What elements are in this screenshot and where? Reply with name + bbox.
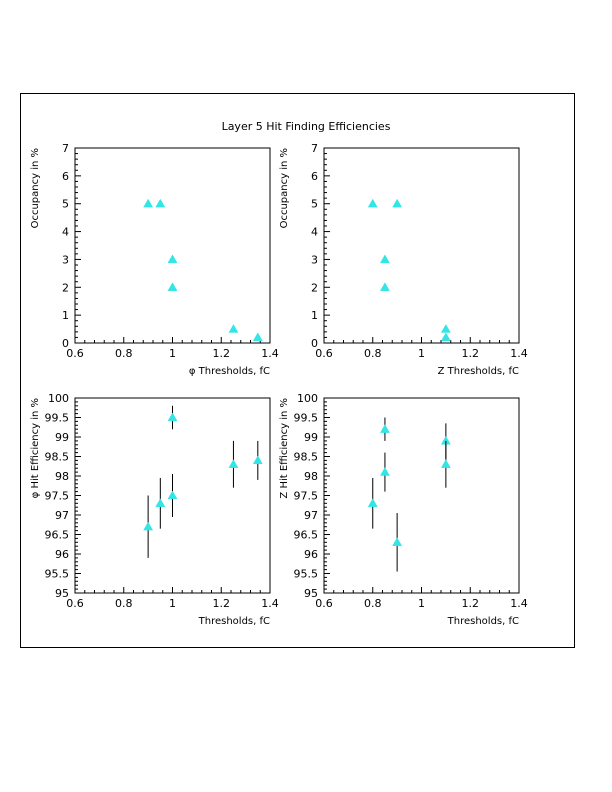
data-point	[143, 198, 154, 208]
y-tick-label: 5	[311, 198, 318, 211]
y-tick-label: 99.5	[45, 412, 70, 425]
y-axis-label: Z Hit Efficiency in %	[279, 398, 290, 499]
data-point	[392, 198, 403, 208]
data-point	[367, 198, 378, 208]
x-axis-label: Thresholds, fC	[447, 616, 519, 627]
y-tick-label: 6	[62, 170, 69, 183]
plot-2: 0.6 0.8 1 1.2 1.4 0 1 2 3 4 5 6 7 Z Thresholds, fC Occ…	[279, 142, 528, 377]
y-tick-label: 96	[55, 548, 69, 561]
y-tick-label: 0	[311, 337, 318, 350]
data-point	[380, 282, 390, 291]
data-point	[167, 282, 178, 291]
x-tick-label: 1.2	[462, 347, 480, 360]
plot-frame	[323, 147, 520, 344]
x-tick-label: 1.2	[462, 597, 480, 610]
y-tick-label: 95.5	[45, 568, 70, 581]
x-tick-label: 0.8	[364, 347, 382, 360]
y-tick-label: 97.5	[294, 490, 319, 503]
y-tick-label: 7	[62, 142, 69, 155]
y-axis-label: Occupancy in %	[30, 148, 41, 228]
data-point	[167, 254, 178, 264]
data-point	[167, 412, 178, 422]
y-tick-label: 4	[311, 226, 318, 239]
y-tick-label: 5	[62, 198, 69, 211]
y-tick-label: 98	[304, 470, 318, 483]
data-point	[380, 424, 390, 433]
x-tick-label: 0.6	[315, 347, 333, 360]
data-point	[143, 521, 154, 531]
data-point	[228, 324, 239, 333]
x-tick-label: 1.2	[213, 597, 231, 610]
y-tick-label: 99.5	[294, 412, 319, 425]
y-tick-label: 95	[55, 587, 69, 600]
y-tick-label: 96.5	[45, 529, 70, 542]
x-tick-label: 1	[169, 597, 176, 610]
y-tick-label: 95	[304, 587, 318, 600]
y-tick-label: 99	[304, 431, 318, 444]
x-tick-label: 0.8	[364, 597, 382, 610]
x-tick-label: 1	[418, 347, 425, 360]
x-axis-label: Thresholds, fC	[198, 616, 270, 627]
y-axis-label: Occupancy in %	[279, 148, 290, 228]
x-tick-label: 1	[418, 597, 425, 610]
plot-1: 0.6 0.8 1 1.2 1.4 0 1 2 3 4 5 6 7 φ Thresholds, fC Occ…	[30, 142, 279, 377]
data-point	[367, 498, 378, 507]
y-tick-label: 96	[304, 548, 318, 561]
y-tick-label: 100	[48, 392, 69, 405]
y-tick-label: 98	[55, 470, 69, 483]
x-tick-label: 0.6	[66, 347, 84, 360]
plot-frame	[323, 397, 520, 594]
x-tick-label: 0.8	[115, 597, 133, 610]
data-point	[252, 332, 263, 342]
y-tick-label: 96.5	[294, 529, 319, 542]
y-tick-label: 2	[62, 281, 69, 294]
y-tick-label: 3	[311, 253, 318, 266]
plot-frame	[74, 147, 271, 344]
data-point	[228, 459, 239, 468]
data-point	[380, 467, 390, 476]
y-tick-label: 4	[62, 226, 69, 239]
x-tick-label: 0.8	[115, 347, 133, 360]
y-tick-label: 3	[62, 253, 69, 266]
x-axis-label: Z Thresholds, fC	[438, 366, 519, 377]
data-point	[440, 324, 451, 333]
y-tick-label: 98.5	[294, 451, 319, 464]
x-tick-label: 1.4	[510, 347, 528, 360]
y-axis-label: φ Hit Efficiency in %	[30, 398, 41, 498]
y-tick-label: 98.5	[45, 451, 70, 464]
data-point	[440, 459, 451, 468]
x-axis-label: φ Thresholds, fC	[189, 366, 270, 377]
x-tick-label: 0.6	[66, 597, 84, 610]
data-point	[252, 455, 263, 465]
y-tick-label: 6	[311, 170, 318, 183]
y-tick-label: 95.5	[294, 568, 319, 581]
y-tick-label: 97	[55, 509, 69, 522]
data-point	[155, 498, 166, 507]
data-point	[440, 332, 451, 342]
y-tick-label: 97	[304, 509, 318, 522]
y-tick-label: 7	[311, 142, 318, 155]
data-point	[167, 490, 178, 500]
y-tick-label: 99	[55, 431, 69, 444]
figure-title: Layer 5 Hit Finding Efficiencies	[221, 120, 391, 133]
y-tick-label: 97.5	[45, 490, 70, 503]
x-tick-label: 1.4	[261, 597, 279, 610]
x-tick-label: 1.4	[261, 347, 279, 360]
y-tick-label: 2	[311, 281, 318, 294]
y-tick-label: 100	[297, 392, 318, 405]
plot-4: 0.6 0.8 1 1.2 1.4 95 95.5 96 96.5 97 97.5 98 98.5 99 9…	[279, 392, 528, 627]
data-point	[155, 198, 166, 208]
data-point	[392, 537, 403, 546]
y-tick-label: 1	[311, 309, 318, 322]
x-tick-label: 1.4	[510, 597, 528, 610]
x-tick-label: 1	[169, 347, 176, 360]
y-tick-label: 1	[62, 309, 69, 322]
data-point	[380, 254, 390, 264]
figure-frame	[20, 93, 575, 648]
x-tick-label: 0.6	[315, 597, 333, 610]
x-tick-label: 1.2	[213, 347, 231, 360]
plot-3: 0.6 0.8 1 1.2 1.4 95 95.5 96 96.5 97 97.5 98 98.5 99 9…	[30, 392, 279, 627]
y-tick-label: 0	[62, 337, 69, 350]
